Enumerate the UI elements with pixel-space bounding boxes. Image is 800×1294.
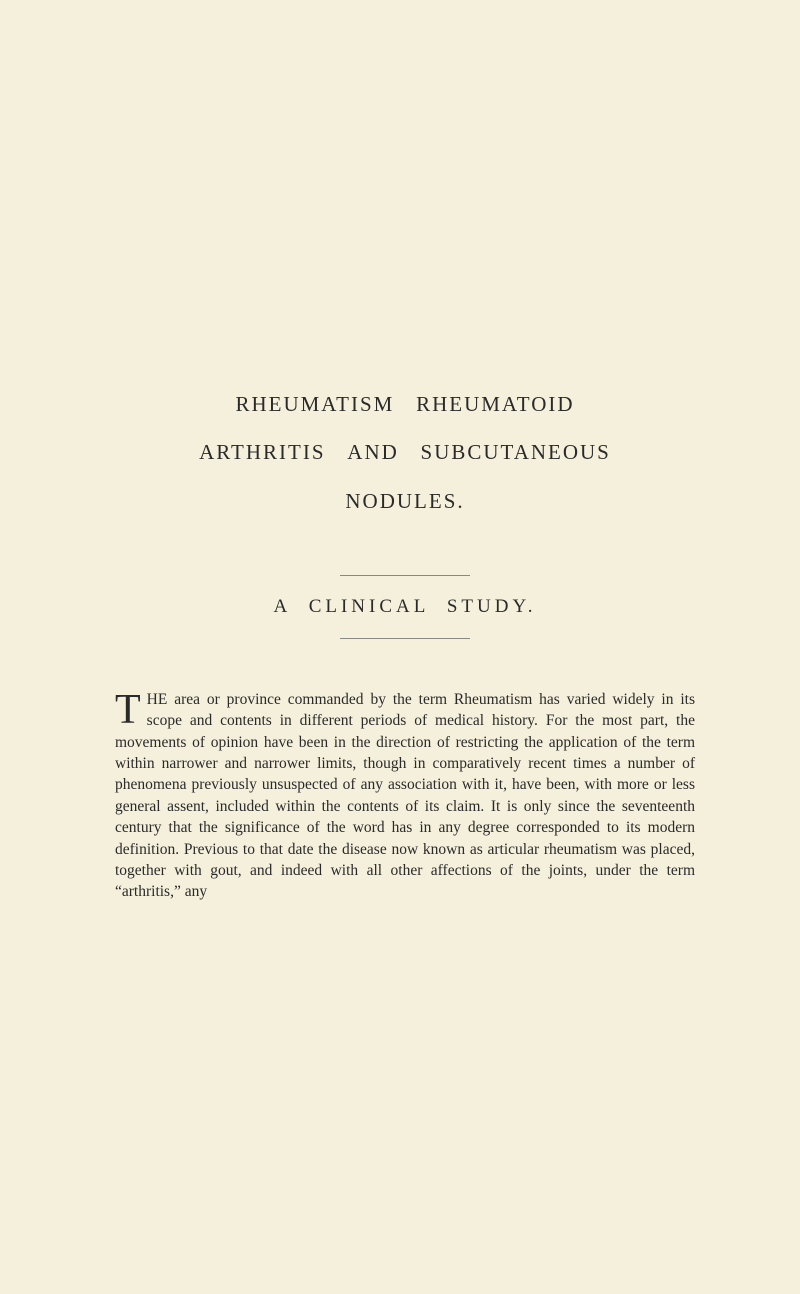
title-block: RHEUMATISM RHEUMATOID ARTHRITIS AND SUBC… [115, 380, 695, 525]
divider-top [340, 575, 470, 576]
title-line-3: NODULES. [115, 477, 695, 525]
subtitle: A CLINICAL STUDY. [115, 596, 695, 618]
divider-bottom [340, 638, 470, 639]
title-line-2: ARTHRITIS AND SUBCUTANEOUS [115, 428, 695, 476]
body-text-content: HE area or province commanded by the ter… [115, 691, 695, 900]
subtitle-block: A CLINICAL STUDY. [115, 575, 695, 639]
drop-cap: T [115, 689, 147, 728]
title-line-1: RHEUMATISM RHEUMATOID [115, 380, 695, 428]
document-page: RHEUMATISM RHEUMATOID ARTHRITIS AND SUBC… [0, 0, 800, 963]
body-paragraph: THE area or province commanded by the te… [115, 689, 695, 903]
